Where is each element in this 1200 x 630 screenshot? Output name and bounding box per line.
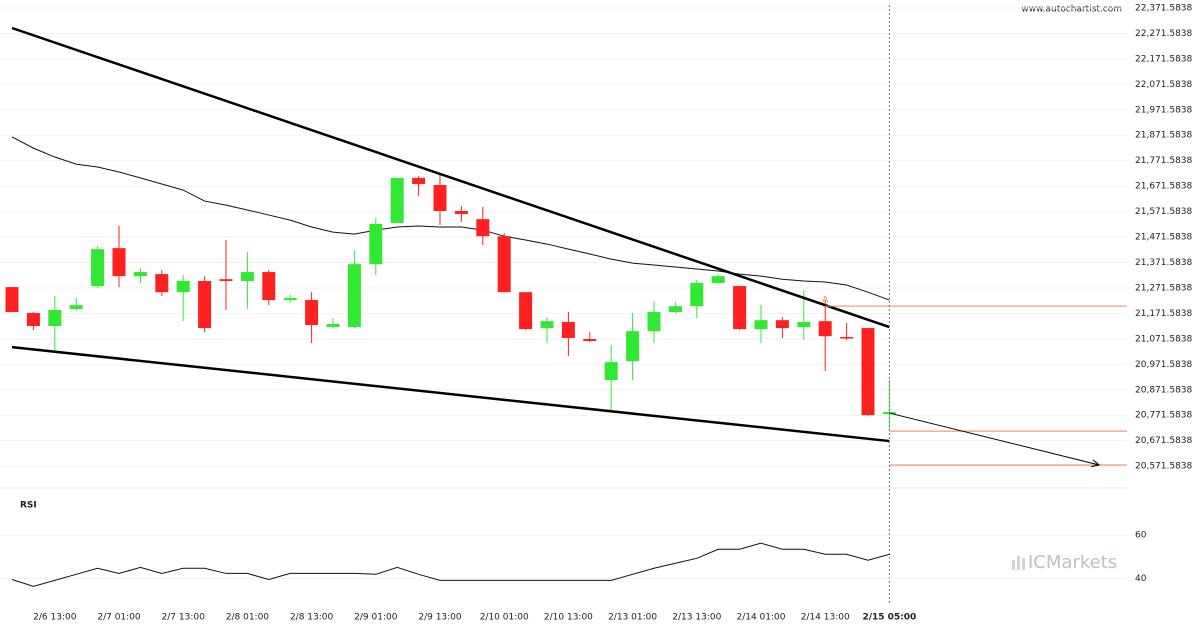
arrow-head xyxy=(1091,459,1101,468)
x-tick-label: 2/8 13:00 xyxy=(290,613,334,623)
y-tick-label: 21,271.5838 xyxy=(1135,283,1193,293)
x-tick-label: 2/9 01:00 xyxy=(354,613,398,623)
x-tick-label: 2/13 01:00 xyxy=(608,613,657,623)
candle-body xyxy=(540,321,554,329)
x-tick-label: 2/15 05:00 xyxy=(862,613,916,623)
candle-body xyxy=(91,249,105,287)
candle-body xyxy=(497,236,511,293)
candle-body xyxy=(840,336,854,339)
y-tick-label: 22,071.5838 xyxy=(1135,80,1193,90)
source-label: www.autochartist.com xyxy=(1021,5,1122,15)
y-tick-label: 21,771.5838 xyxy=(1135,156,1193,166)
candle-body xyxy=(797,321,811,328)
candle-body xyxy=(433,185,447,211)
y-tick-label: 21,671.5838 xyxy=(1135,182,1193,192)
candle-body xyxy=(347,264,361,328)
y-tick-label: 21,471.5838 xyxy=(1135,233,1193,243)
candle-body xyxy=(5,287,19,313)
x-tick-label: 2/14 13:00 xyxy=(801,613,850,623)
candle-body xyxy=(112,248,126,277)
logo-bar xyxy=(1017,556,1020,570)
candle-body xyxy=(390,177,404,223)
candle-body xyxy=(176,280,190,293)
candle-body xyxy=(240,272,254,281)
candle-body xyxy=(305,300,319,326)
candle-body xyxy=(198,280,212,329)
candle-body xyxy=(604,362,618,380)
y-tick-label: 40 xyxy=(1135,574,1147,584)
candle-body xyxy=(690,283,704,307)
candle-body xyxy=(326,323,340,328)
candle-body xyxy=(454,210,468,215)
candle-body xyxy=(668,306,682,313)
y-tick-label: 21,871.5838 xyxy=(1135,131,1193,141)
y-tick-label: 21,171.5838 xyxy=(1135,309,1193,319)
x-tick-label: 2/10 13:00 xyxy=(544,613,593,623)
moving-average xyxy=(11,136,890,301)
y-tick-label: 60 xyxy=(1135,531,1147,541)
point-label: A xyxy=(822,296,829,306)
logo-bar xyxy=(1022,558,1025,570)
x-tick-label: 2/13 13:00 xyxy=(672,613,721,623)
y-tick-label: 21,371.5838 xyxy=(1135,258,1193,268)
candle-body xyxy=(818,321,832,337)
rsi-title: RSI xyxy=(20,501,37,511)
x-tick-label: 2/8 01:00 xyxy=(226,613,270,623)
candle-body xyxy=(626,331,640,362)
candle-body xyxy=(133,272,147,277)
y-tick-label: 21,571.5838 xyxy=(1135,207,1193,217)
candle-body xyxy=(754,320,768,330)
forecast-arrow xyxy=(889,412,1100,466)
candle-body xyxy=(412,177,426,185)
candle-body xyxy=(262,272,276,301)
candle-body xyxy=(155,274,169,293)
candle-body xyxy=(647,312,661,332)
candle-body xyxy=(476,219,490,237)
x-tick-label: 2/7 13:00 xyxy=(162,613,206,623)
x-tick-label: 2/9 13:00 xyxy=(418,613,462,623)
y-tick-label: 22,371.5838 xyxy=(1135,3,1193,13)
candle-body xyxy=(733,286,747,330)
watermark-text: ICMarkets xyxy=(1028,552,1117,573)
candle-body xyxy=(775,320,789,329)
trendline xyxy=(11,26,890,329)
candle-body xyxy=(861,328,875,416)
candle-body xyxy=(711,276,725,284)
candle-body xyxy=(48,309,62,327)
x-tick-label: 2/10 01:00 xyxy=(480,613,529,623)
y-tick-label: 21,071.5838 xyxy=(1135,334,1193,344)
candle-body xyxy=(369,223,383,265)
candle-body xyxy=(69,305,83,309)
x-tick-label: 2/7 01:00 xyxy=(97,613,141,623)
logo-bar xyxy=(1012,560,1015,570)
candle-body xyxy=(283,298,297,301)
y-tick-label: 21,971.5838 xyxy=(1135,105,1193,115)
y-tick-label: 20,771.5838 xyxy=(1135,411,1193,421)
x-tick-label: 2/6 13:00 xyxy=(33,613,77,623)
candle-body xyxy=(519,292,533,330)
y-tick-label: 20,971.5838 xyxy=(1135,360,1193,370)
candle-body xyxy=(219,279,233,281)
candle-body xyxy=(583,339,597,342)
watermark: ICMarkets xyxy=(1012,552,1117,573)
y-tick-label: 20,571.5838 xyxy=(1135,462,1193,472)
candle-body xyxy=(561,321,575,338)
y-tick-label: 22,271.5838 xyxy=(1135,29,1193,39)
y-tick-label: 20,671.5838 xyxy=(1135,436,1193,446)
y-tick-label: 22,171.5838 xyxy=(1135,54,1193,64)
candle-body xyxy=(26,313,40,327)
y-tick-label: 20,871.5838 xyxy=(1135,385,1193,395)
rsi-line xyxy=(11,542,890,587)
x-tick-label: 2/14 01:00 xyxy=(736,613,785,623)
trendline xyxy=(11,345,890,443)
